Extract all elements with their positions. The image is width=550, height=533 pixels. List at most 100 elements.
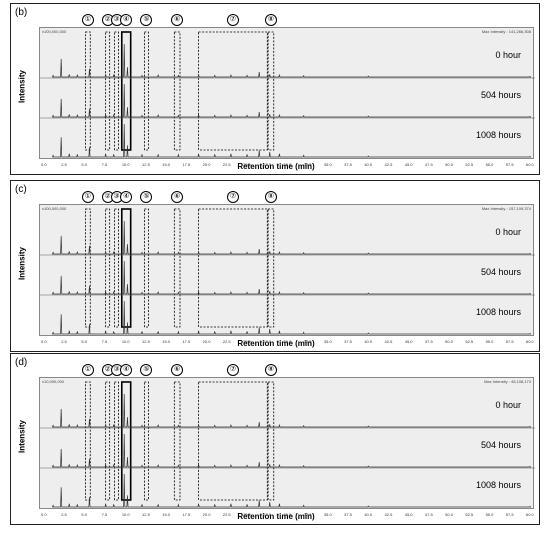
x-tick-label: 22.5 <box>222 339 231 344</box>
x-tick-label: 0.0 <box>41 162 47 167</box>
peak-marker: ① <box>81 191 94 203</box>
peak-marker: ⑧ <box>264 364 277 376</box>
x-tick-label: 22.5 <box>222 162 231 167</box>
peak-marker: ④ <box>120 191 133 203</box>
x-tick-label: 7.5 <box>101 512 108 517</box>
trace-2 <box>51 123 532 158</box>
panel-label: (d) <box>15 357 28 368</box>
max-intensity-header: Max Intensity : 157,109,374 <box>481 206 531 211</box>
panel-label: (b) <box>15 7 28 18</box>
x-tick-label: 27.5 <box>263 512 272 517</box>
trace-label: 504 hours <box>480 90 521 100</box>
x-tick-label: 7.5 <box>101 339 108 344</box>
panel-d: (d) Intensity Retention time (min) ① ② ③ ④ ⑤ ⑥ ⑦ ⑧… <box>10 353 540 525</box>
x-tick-label: 10.0 <box>121 162 130 167</box>
x-tick-label: 60.0 <box>526 512 534 517</box>
x-tick-label: 17.5 <box>182 162 191 167</box>
x-tick-label: 20.0 <box>202 339 211 344</box>
peak-marker: ⑤ <box>140 191 153 203</box>
peak-region-box <box>267 31 275 151</box>
peak-region-box <box>144 208 149 328</box>
x-tick-label: 37.5 <box>344 162 352 167</box>
trace-0 <box>51 43 532 78</box>
x-tick-label: 12.5 <box>142 162 150 167</box>
trace-0 <box>51 220 532 255</box>
trace-label: 0 hour <box>495 227 521 237</box>
x-tick-label: 45.0 <box>404 162 413 167</box>
peak-marker: ④ <box>120 364 133 376</box>
x-tick-label: 10.0 <box>121 512 130 517</box>
x-tick-label: 0.0 <box>41 339 47 344</box>
peak-region-box <box>105 208 111 328</box>
peak-region-box <box>173 31 181 151</box>
x-tick-label: 17.5 <box>182 512 191 517</box>
x-tick-label: 35.0 <box>323 162 332 167</box>
peak-region-box <box>85 208 91 328</box>
x-tick-label: 35.0 <box>323 339 332 344</box>
x-axis-label: Retention time (min) <box>237 339 315 348</box>
trace-2 <box>51 300 532 335</box>
x-tick-label: 25.0 <box>243 162 251 167</box>
x-tick-label: 35.0 <box>323 512 332 517</box>
x-tick-label: 60.0 <box>526 162 534 167</box>
panel-c: (c) Intensity Retention time (min) ① ② ③ ④ ⑤ ⑥ ⑦ ⑧… <box>10 180 540 352</box>
x-tick-label: 20.0 <box>202 162 211 167</box>
x-tick-label: 5.0 <box>81 339 87 344</box>
x-tick-label: 45.0 <box>404 512 413 517</box>
trace-label: 1008 hours <box>475 480 521 490</box>
peak-region-box <box>198 208 268 328</box>
x-tick-label: 32.5 <box>303 339 312 344</box>
trace-label: 504 hours <box>480 267 521 277</box>
trace-label: 1008 hours <box>475 307 521 317</box>
peak-region-box <box>144 31 149 151</box>
x-tick-label: 47.5 <box>424 339 433 344</box>
peak-marker: ⑤ <box>140 14 153 26</box>
peak-region-box <box>105 31 111 151</box>
x-tick-label: 7.5 <box>101 162 108 167</box>
x-tick-label: 2.5 <box>61 339 67 344</box>
y-axis-label: Intensity <box>17 420 27 453</box>
trace-1 <box>51 83 532 118</box>
x-tick-label: 25.0 <box>243 512 251 517</box>
x-tick-label: 60.0 <box>526 339 534 344</box>
x-tick-label: 42.5 <box>384 162 393 167</box>
plot-area: x10,000,000 Max Intensity : 45,108,173 0.0… <box>39 377 535 517</box>
x-tick-label: 57.5 <box>505 512 514 517</box>
x-tick-label: 30.0 <box>283 512 292 517</box>
x-tick-label: 2.5 <box>61 162 67 167</box>
peak-marker: ⑥ <box>171 191 184 203</box>
max-intensity-header: Max Intensity : 45,108,173 <box>484 379 531 384</box>
x-tick-label: 50.0 <box>445 162 453 167</box>
x-tick-label: 37.5 <box>344 339 352 344</box>
peak-marker: ⑦ <box>226 364 239 376</box>
panel-label: (c) <box>15 184 27 195</box>
peak-marker: ④ <box>120 14 133 26</box>
peak-marker: ⑤ <box>140 364 153 376</box>
peak-region-box <box>105 381 111 501</box>
x-tick-label: 45.0 <box>404 339 413 344</box>
peak-region-box <box>173 208 181 328</box>
x-tick-label: 27.5 <box>263 339 272 344</box>
peak-region-box <box>198 381 268 501</box>
peak-marker: ⑦ <box>226 191 239 203</box>
peak-region-box <box>114 208 119 328</box>
x-tick-label: 12.5 <box>142 512 150 517</box>
x-axis-label: Retention time (min) <box>237 512 315 521</box>
chromatogram-svg <box>40 208 535 335</box>
x-tick-label: 50.0 <box>445 512 453 517</box>
x-tick-label: 30.0 <box>283 339 292 344</box>
x-axis-label: Retention time (min) <box>237 162 315 171</box>
x-tick-label: 55.0 <box>485 512 494 517</box>
peak-region-box <box>198 31 268 151</box>
trace-label: 504 hours <box>480 440 521 450</box>
x-tick-label: 40.0 <box>364 162 373 167</box>
x-tick-label: 52.5 <box>465 339 474 344</box>
x-tick-label: 47.5 <box>424 512 433 517</box>
trace-label: 0 hour <box>495 50 521 60</box>
peak-marker: ⑦ <box>226 14 239 26</box>
x-tick-label: 30.0 <box>283 162 292 167</box>
x-tick-label: 42.5 <box>384 512 393 517</box>
chromatogram-svg <box>40 31 535 158</box>
x-tick-label: 22.5 <box>222 512 231 517</box>
x-tick-label: 5.0 <box>81 512 87 517</box>
